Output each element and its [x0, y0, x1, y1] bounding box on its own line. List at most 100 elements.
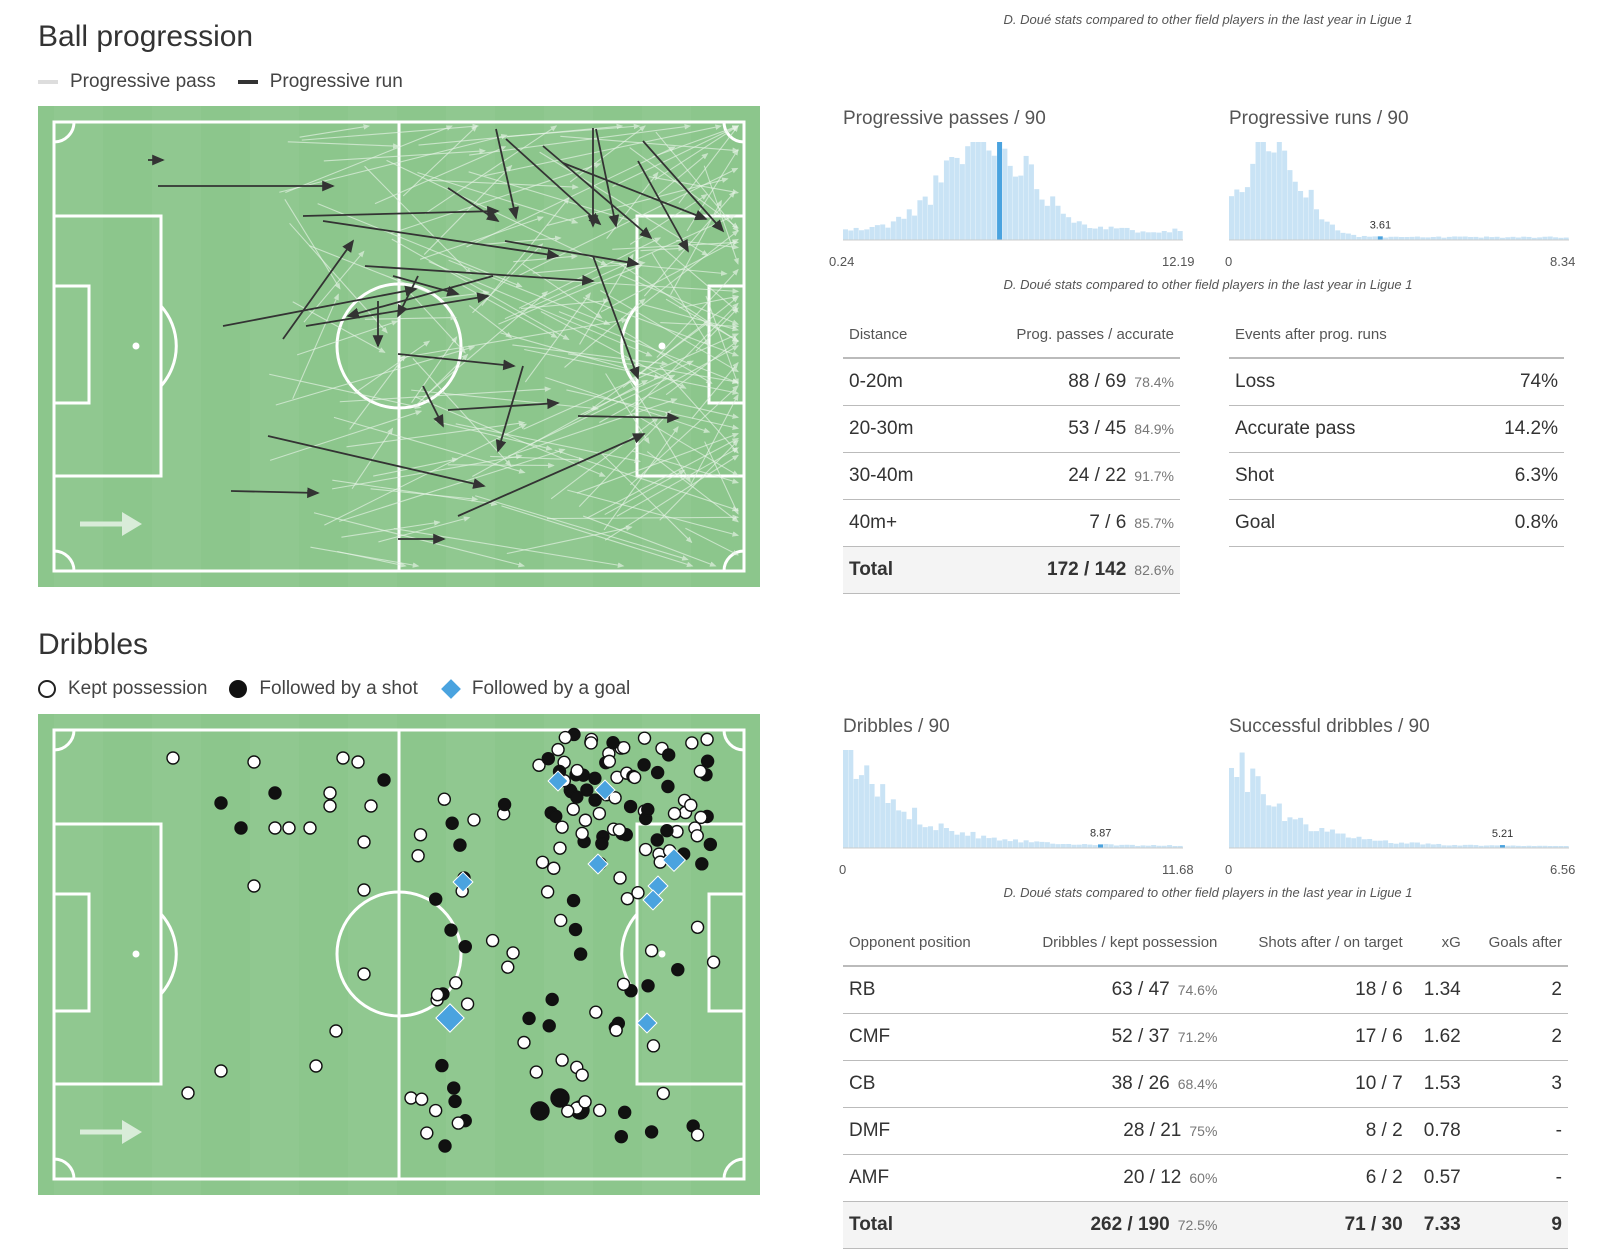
- histogram-bar: [1124, 844, 1130, 848]
- histogram-bar: [1271, 806, 1277, 848]
- histogram-bar: [1023, 840, 1029, 848]
- progressive-run-arrow: [495, 365, 524, 453]
- progressive-pass-line: [576, 432, 740, 494]
- col-opponent-position: Opponent position: [843, 920, 1002, 967]
- histogram-bar: [997, 840, 1003, 848]
- dribble-shot-marker: [542, 1019, 556, 1033]
- histogram-bar: [1510, 236, 1516, 240]
- dribble-kept-marker: [566, 802, 580, 816]
- shots-after-cell: 18 / 6: [1223, 966, 1409, 1014]
- histogram-bar: [954, 157, 960, 240]
- opponent-position-cell: DMF: [843, 1107, 1002, 1155]
- progressive-pass-line: [540, 310, 687, 389]
- histogram-bar: [1177, 231, 1183, 240]
- progressive-run-arrow: [595, 128, 620, 228]
- dribble-shot-marker: [588, 771, 602, 785]
- histogram-bar: [1484, 236, 1490, 240]
- progressive-run-arrow: [422, 385, 444, 428]
- histogram-bar: [1356, 236, 1362, 240]
- progressive-pass-line: [685, 527, 739, 556]
- histogram-bar: [1050, 196, 1056, 240]
- dribble-kept-marker: [616, 977, 631, 991]
- dribble-shot-marker: [660, 823, 674, 838]
- progressive-pass-line: [324, 423, 528, 526]
- progressive-pass-line: [648, 396, 740, 419]
- table-row: Goal 0.8%: [1229, 499, 1564, 547]
- event-percent: 14.2%: [1452, 405, 1564, 453]
- dribble-kept-marker: [420, 1126, 434, 1140]
- histogram-bar: [1457, 845, 1463, 848]
- histogram-bar: [1250, 768, 1256, 848]
- histogram-bar: [1494, 845, 1500, 848]
- dribbles-pitch: [38, 714, 760, 1195]
- progressive-run-arrow: [542, 145, 653, 240]
- progressive-pass-line: [659, 439, 739, 521]
- progressive-pass-line: [548, 279, 740, 294]
- histogram-bar: [1372, 236, 1378, 240]
- histogram-bar: [1329, 224, 1335, 240]
- dribble-kept-marker: [570, 763, 584, 778]
- progressive-pass-line: [411, 389, 599, 411]
- distance-cell: 40m+: [843, 499, 948, 547]
- progressive-pass-line: [303, 250, 365, 323]
- histogram-bar: [1372, 840, 1378, 848]
- progressive-pass-line: [478, 235, 562, 246]
- progressive-pass-line: [590, 320, 711, 410]
- kept-possession-legend-icon: [38, 680, 56, 698]
- dribble-kept-marker: [638, 842, 653, 857]
- prog-passes-cell: 88 / 69 78.4%: [947, 358, 1180, 406]
- dribble-kept-marker: [485, 933, 500, 948]
- prog-passes-value: 7 / 6: [1089, 511, 1127, 533]
- histogram-bar: [885, 227, 891, 240]
- histogram-bar: [896, 810, 902, 848]
- accuracy-percent: 82.6%: [1134, 561, 1174, 578]
- progressive-pass-line: [583, 297, 740, 357]
- histogram-bar: [1367, 838, 1373, 848]
- histogram-bar: [858, 230, 864, 240]
- hist-prog-passes-max: 12.19: [1162, 254, 1195, 269]
- progressive-pass-line: [660, 322, 740, 329]
- goals-after-cell: -: [1466, 1154, 1568, 1202]
- histogram-bar: [981, 142, 987, 240]
- progressive-pass-line: [428, 261, 653, 357]
- histogram-bar: [885, 802, 891, 848]
- progressive-pass-line: [269, 373, 422, 410]
- histogram-bar: [901, 218, 907, 240]
- histogram-bar: [1287, 817, 1293, 848]
- histogram-bar: [1298, 817, 1304, 848]
- hist-prog-runs-max: 8.34: [1550, 254, 1576, 269]
- histogram-bar: [1055, 844, 1061, 848]
- histogram-marker-bar: [1377, 236, 1383, 240]
- ball-progression-caption: D. Doué stats compared to other field pl…: [1003, 277, 1413, 292]
- progressive-pass-line: [622, 296, 739, 388]
- histogram-bar: [1287, 170, 1293, 240]
- dribble-kept-marker: [613, 871, 627, 885]
- histogram-bar: [1066, 217, 1072, 240]
- dribbles-kept-cell: 28 / 21 75%: [1001, 1107, 1224, 1155]
- progressive-pass-line: [580, 360, 694, 416]
- progressive-run-arrow: [577, 412, 680, 424]
- histogram-bar: [1087, 844, 1093, 848]
- dribble-shot-marker: [458, 939, 472, 954]
- dribble-kept-marker: [411, 849, 425, 863]
- progressive-pass-line: [567, 489, 740, 537]
- dribbles-kept-value: 52 / 37: [1111, 1025, 1170, 1047]
- dribble-shot-marker: [445, 816, 459, 830]
- histogram-bar: [1151, 845, 1157, 848]
- opponent-position-cell: Total: [843, 1201, 1002, 1249]
- goals-after-cell: -: [1466, 1107, 1568, 1155]
- histogram-bar: [896, 216, 902, 240]
- prog-passes-cell: 53 / 45 84.9%: [947, 405, 1180, 453]
- histogram-bar: [1239, 752, 1245, 848]
- histogram-bar: [848, 230, 854, 240]
- dribbles-caption: D. Doué stats compared to other field pl…: [1003, 885, 1413, 900]
- dribble-shot-marker: [268, 786, 282, 800]
- progressive-pass-line: [292, 293, 339, 400]
- xg-cell: 0.57: [1408, 1154, 1467, 1202]
- histogram-bar: [1462, 844, 1468, 848]
- dribble-shot-marker: [549, 809, 563, 823]
- histogram-bar: [1167, 232, 1173, 240]
- table-row: 0-20m 88 / 69 78.4%: [843, 358, 1180, 406]
- histogram-bar: [1563, 237, 1569, 240]
- progressive-pass-line: [620, 329, 713, 384]
